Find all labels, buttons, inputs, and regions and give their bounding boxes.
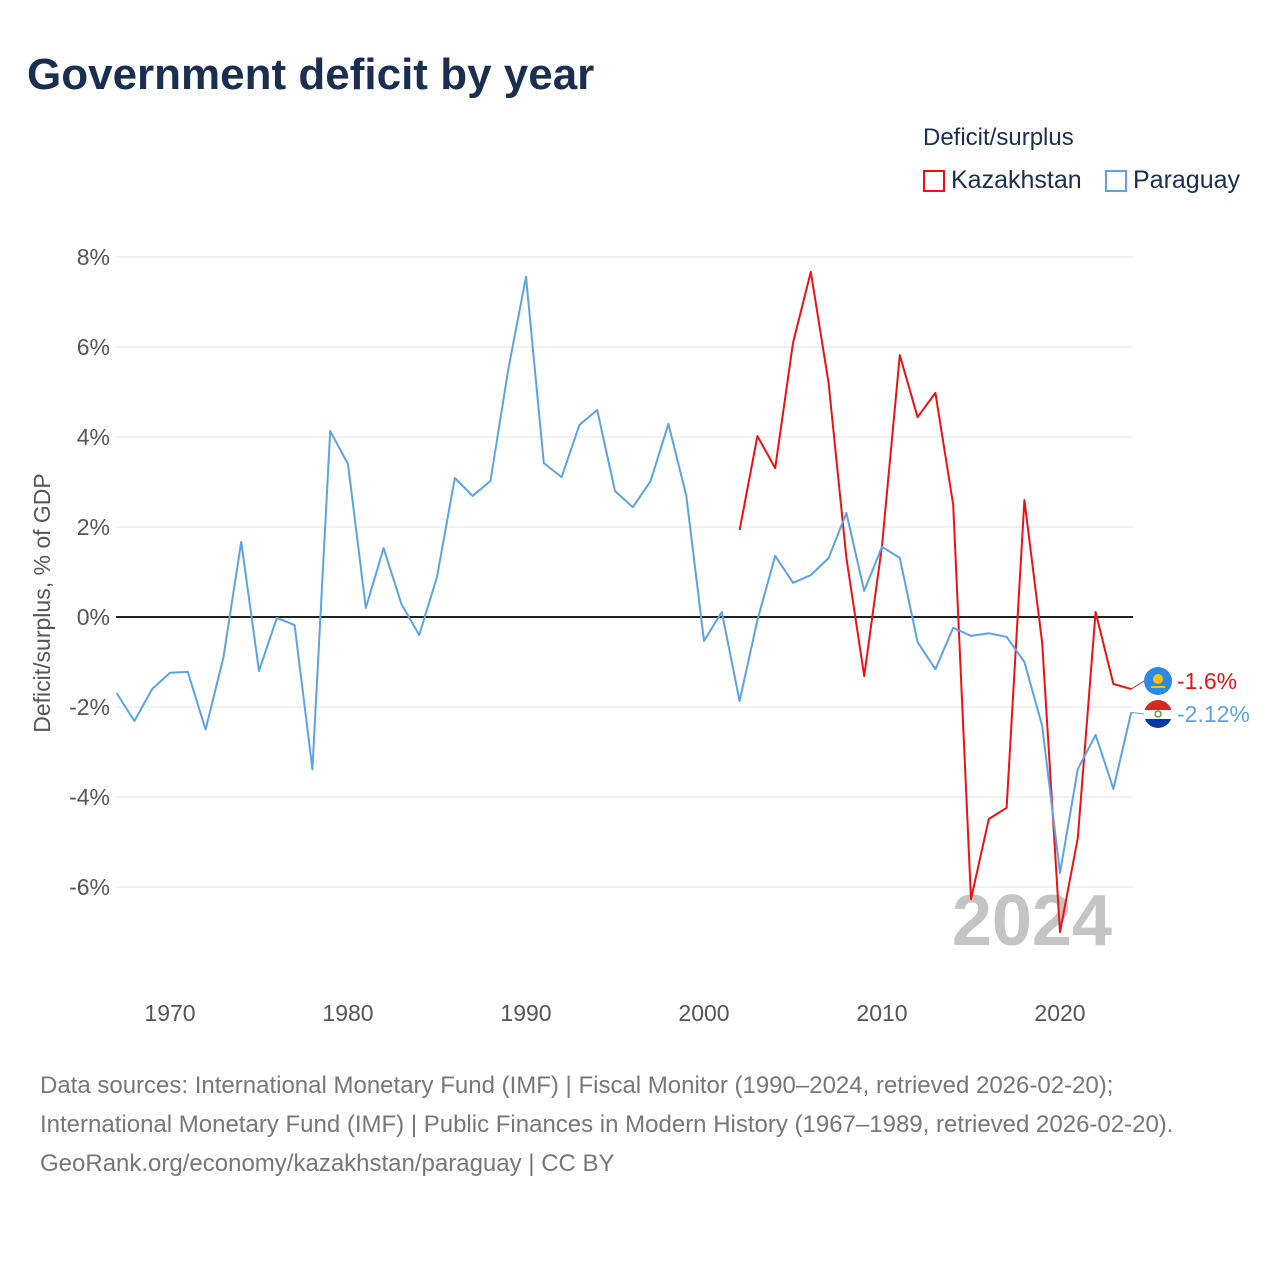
y-axis-label: Deficit/surplus, % of GDP <box>29 473 55 732</box>
y-tick-label: -6% <box>69 874 110 900</box>
y-tick-label: 0% <box>77 604 110 630</box>
end-value-label: -1.6% <box>1177 668 1237 694</box>
y-tick-label: 2% <box>77 514 110 540</box>
legend-swatch-kazakhstan <box>923 169 945 192</box>
paraguay-flag-icon <box>1144 700 1172 728</box>
y-tick-label: -2% <box>69 694 110 720</box>
series-line-paraguay <box>115 275 1133 874</box>
legend-title: Deficit/surplus <box>923 124 1074 151</box>
flag-sun <box>1153 674 1163 684</box>
y-tick-label: 6% <box>77 334 110 360</box>
x-tick-label: 1980 <box>322 1000 373 1026</box>
x-tick-label: 1990 <box>500 1000 551 1026</box>
flag-red <box>1144 700 1172 710</box>
legend-swatch-paraguay <box>1105 169 1127 192</box>
credit-link[interactable]: GeoRank.org/economy/kazakhstan/paraguay … <box>40 1150 615 1177</box>
flag-white <box>1144 710 1172 719</box>
legend-item-kazakhstan[interactable]: Kazakhstan <box>923 166 1082 195</box>
legend-label: Paraguay <box>1133 166 1241 194</box>
legend-item-paraguay[interactable]: Paraguay <box>1105 166 1240 195</box>
flag-eagle <box>1151 686 1165 688</box>
y-tick-label: 4% <box>77 424 110 450</box>
year-watermark: 2024 <box>952 881 1112 961</box>
legend-label: Kazakhstan <box>951 166 1082 194</box>
y-tick-label: -4% <box>69 784 110 810</box>
x-tick-label: 2020 <box>1034 1000 1085 1026</box>
x-tick-label: 2010 <box>856 1000 907 1026</box>
flag-blue <box>1144 719 1172 728</box>
x-tick-label: 2000 <box>678 1000 729 1026</box>
flag-emblem <box>1154 710 1162 718</box>
label-connector <box>1131 711 1145 715</box>
end-value-label: -2.12% <box>1177 701 1250 727</box>
y-tick-label: 8% <box>77 244 110 270</box>
footer: Data sources: International Monetary Fun… <box>40 1066 1240 1183</box>
data-sources: Data sources: International Monetary Fun… <box>40 1072 1174 1138</box>
series-line-kazakhstan <box>738 270 1132 933</box>
x-tick-label: 1970 <box>144 1000 195 1026</box>
label-connector <box>1130 680 1145 690</box>
chart-title: Government deficit by year <box>27 50 595 99</box>
